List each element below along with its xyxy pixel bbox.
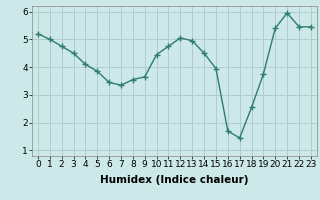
X-axis label: Humidex (Indice chaleur): Humidex (Indice chaleur) <box>100 175 249 185</box>
